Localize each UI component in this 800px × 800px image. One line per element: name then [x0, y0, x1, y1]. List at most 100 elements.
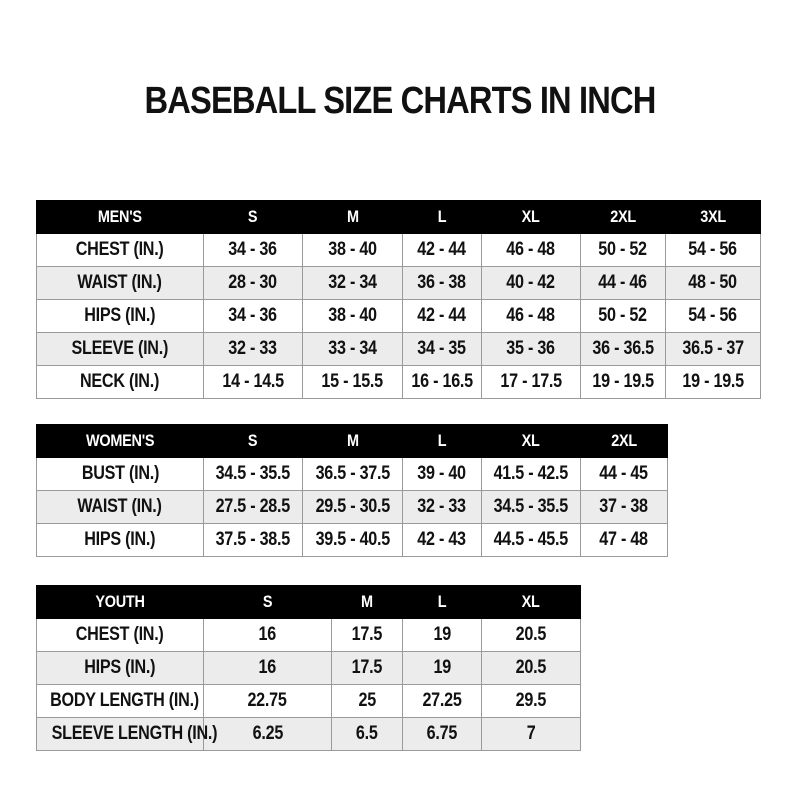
cell-text: 37 - 38 — [599, 496, 649, 517]
header-label: 2XL — [610, 207, 636, 226]
table-row: BUST (IN.) 34.5 - 35.5 36.5 - 37.5 39 - 40 4… — [36, 457, 668, 491]
measurement-label: NECK (IN.) — [36, 365, 204, 399]
cell-text: 19 - 19.5 — [592, 371, 654, 392]
header-label: WOMEN'S — [85, 431, 155, 450]
header-label: S — [262, 592, 273, 611]
cell-text: 37.5 - 38.5 — [215, 529, 291, 550]
size-value: 42 - 44 — [402, 233, 482, 267]
size-value: 36 - 36.5 — [580, 332, 666, 366]
size-value: 27.5 - 28.5 — [203, 490, 303, 524]
size-value: 20.5 — [481, 618, 581, 652]
size-value: 16 - 16.5 — [402, 365, 482, 399]
table-row: NECK (IN.) 14 - 14.5 15 - 15.5 16 - 16.5 17 … — [36, 365, 761, 399]
cell-text: 15 - 15.5 — [321, 371, 384, 392]
cell-text: 6.25 — [252, 723, 283, 744]
size-value: 40 - 42 — [481, 266, 581, 300]
cell-text: 54 - 56 — [688, 305, 738, 326]
cell-text: 35 - 36 — [506, 338, 556, 359]
size-value: 29.5 — [481, 684, 581, 718]
table-row: WAIST (IN.) 27.5 - 28.5 29.5 - 30.5 32 - 33… — [36, 490, 668, 524]
size-value: 6.75 — [402, 717, 482, 751]
category-header: YOUTH — [36, 585, 204, 619]
cell-text: 17 - 17.5 — [500, 371, 562, 392]
cell-text: 54 - 56 — [688, 239, 738, 260]
cell-text: 20.5 — [515, 624, 547, 645]
size-value: 36 - 38 — [402, 266, 482, 300]
header-label: M — [346, 207, 359, 226]
cell-text: 19 — [433, 657, 451, 678]
size-header: XL — [481, 585, 581, 619]
size-value: 32 - 34 — [302, 266, 403, 300]
size-value: 6.5 — [331, 717, 403, 751]
size-value: 34 - 35 — [402, 332, 482, 366]
cell-text: HIPS (IN.) — [84, 657, 156, 678]
measurement-label: SLEEVE (IN.) — [36, 332, 204, 366]
measurement-label: BODY LENGTH (IN.) — [36, 684, 204, 718]
table-row: HIPS (IN.) 37.5 - 38.5 39.5 - 40.5 42 - 43 4… — [36, 523, 668, 557]
size-value: 15 - 15.5 — [302, 365, 403, 399]
size-header: S — [203, 200, 303, 234]
header-label: 2XL — [611, 431, 637, 450]
header-label: L — [437, 207, 447, 226]
cell-text: SLEEVE LENGTH (IN.) — [51, 723, 218, 744]
cell-text: 46 - 48 — [506, 239, 556, 260]
size-value: 44 - 46 — [580, 266, 666, 300]
measurement-label: SLEEVE LENGTH (IN.) — [36, 717, 218, 751]
size-value: 32 - 33 — [203, 332, 303, 366]
header-label: L — [437, 431, 447, 450]
size-header: XL — [481, 200, 581, 234]
cell-text: 25 — [358, 690, 376, 711]
size-value: 47 - 48 — [580, 523, 668, 557]
table-row: SLEEVE (IN.) 32 - 33 33 - 34 34 - 35 35 - 36… — [36, 332, 761, 366]
size-value: 50 - 52 — [580, 299, 666, 333]
size-value: 6.25 — [203, 717, 332, 751]
cell-text: 28 - 30 — [228, 272, 278, 293]
header-label: XL — [522, 431, 540, 450]
size-value: 16 — [203, 618, 332, 652]
cell-text: 20.5 — [515, 657, 547, 678]
table-row: CHEST (IN.) 34 - 36 38 - 40 42 - 44 46 - 48 5… — [36, 233, 761, 267]
size-value: 41.5 - 42.5 — [481, 457, 581, 491]
page-title: BASEBALL SIZE CHARTS IN INCH — [144, 80, 657, 122]
header-label: YOUTH — [95, 592, 145, 611]
header-label: XL — [522, 592, 540, 611]
size-value: 19 - 19.5 — [580, 365, 666, 399]
cell-text: 19 - 19.5 — [682, 371, 744, 392]
size-value: 36.5 - 37 — [665, 332, 761, 366]
size-value: 17.5 — [331, 618, 403, 652]
size-header: M — [302, 424, 403, 458]
size-value: 7 — [481, 717, 581, 751]
table-row: BODY LENGTH (IN.) 22.75 25 27.25 29.5 — [36, 684, 581, 718]
cell-text: 34.5 - 35.5 — [215, 463, 291, 484]
cell-text: 7 — [526, 723, 536, 744]
table-row: SLEEVE LENGTH (IN.) 6.25 6.5 6.75 7 — [36, 717, 581, 751]
cell-text: 14 - 14.5 — [222, 371, 284, 392]
cell-text: 34 - 35 — [417, 338, 467, 359]
cell-text: 39 - 40 — [417, 463, 467, 484]
table-row: WAIST (IN.) 28 - 30 32 - 34 36 - 38 40 - 42 4… — [36, 266, 761, 300]
measurement-label: CHEST (IN.) — [36, 233, 204, 267]
womens-size-table: WOMEN'S S M L XL 2XL BUST (IN.) 34.5 - 35.5 36.5… — [36, 424, 668, 557]
table-row: CHEST (IN.) 16 17.5 19 20.5 — [36, 618, 581, 652]
cell-text: 46 - 48 — [506, 305, 556, 326]
measurement-label: BUST (IN.) — [36, 457, 204, 491]
cell-text: HIPS (IN.) — [84, 305, 156, 326]
size-value: 19 — [402, 618, 482, 652]
size-value: 44 - 45 — [580, 457, 668, 491]
cell-text: 17.5 — [351, 657, 383, 678]
cell-text: HIPS (IN.) — [84, 529, 156, 550]
cell-text: 27.25 — [422, 690, 462, 711]
size-header: 2XL — [580, 200, 666, 234]
cell-text: 27.5 - 28.5 — [215, 496, 291, 517]
cell-text: CHEST (IN.) — [76, 624, 164, 645]
header-label: 3XL — [700, 207, 726, 226]
cell-text: 36 - 36.5 — [592, 338, 654, 359]
cell-text: 36.5 - 37.5 — [315, 463, 390, 484]
header-row: MEN'S S M L XL 2XL 3XL — [36, 200, 761, 234]
measurement-label: WAIST (IN.) — [36, 490, 204, 524]
cell-text: 29.5 — [515, 690, 547, 711]
size-value: 19 - 19.5 — [665, 365, 761, 399]
size-value: 54 - 56 — [665, 233, 761, 267]
header-label: M — [361, 592, 373, 611]
cell-text: 38 - 40 — [328, 239, 377, 260]
